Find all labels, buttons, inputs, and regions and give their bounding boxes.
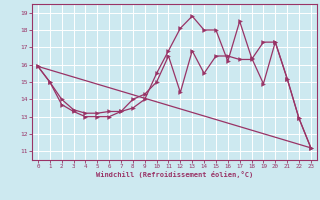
X-axis label: Windchill (Refroidissement éolien,°C): Windchill (Refroidissement éolien,°C) [96, 171, 253, 178]
